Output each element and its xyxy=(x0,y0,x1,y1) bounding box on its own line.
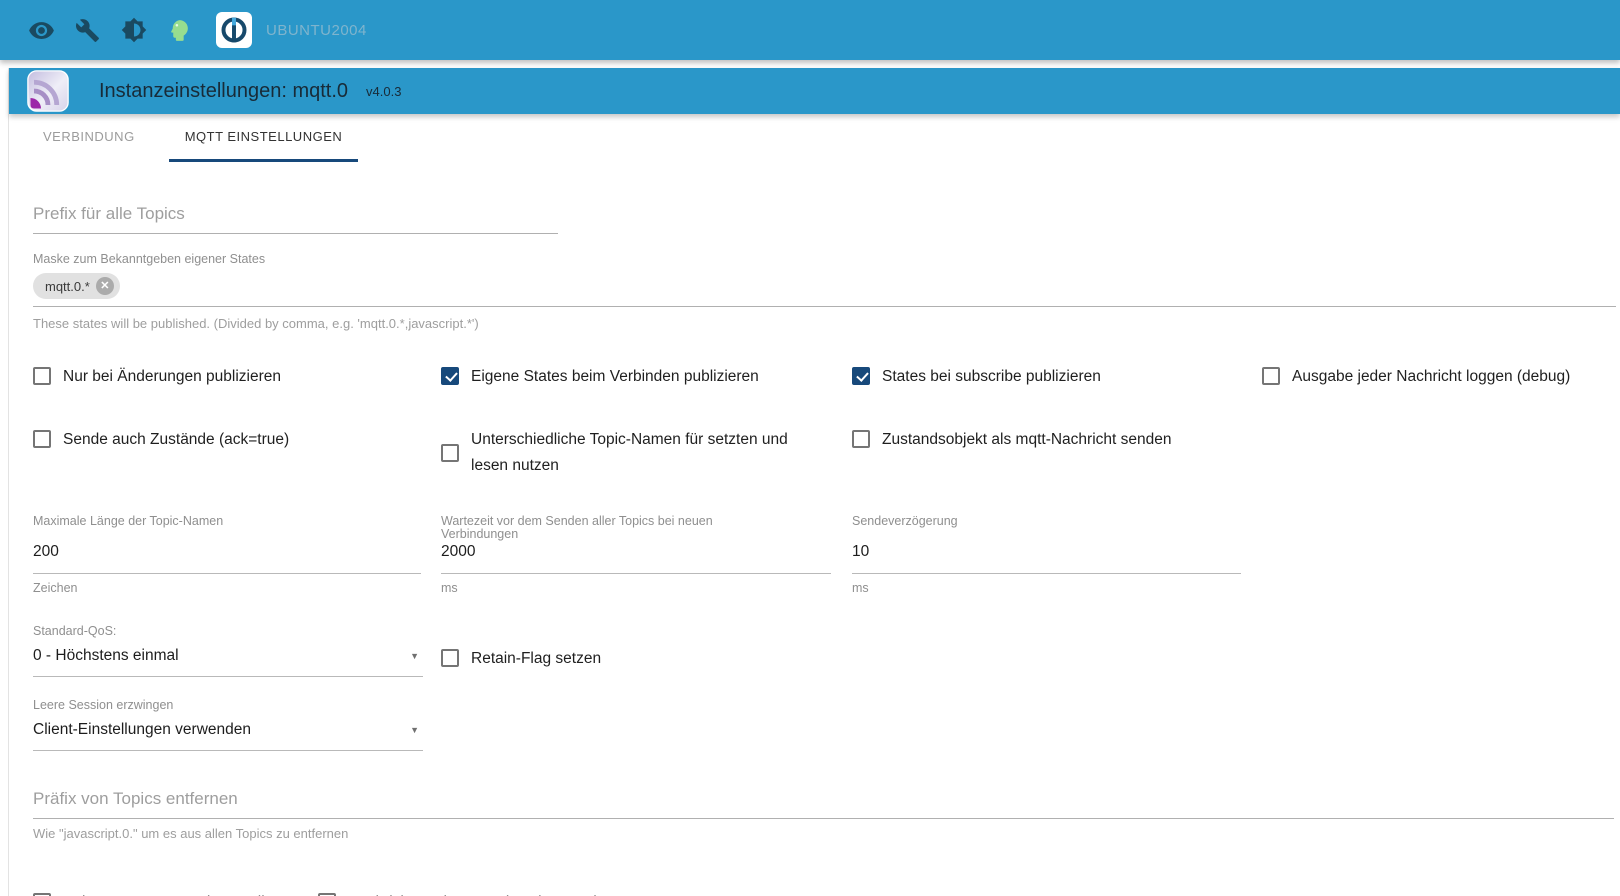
tab-verbindung[interactable]: VERBINDUNG xyxy=(43,129,135,144)
bottom-checkbox-row-1: Keine neuen Zustände erstellen Nachricht… xyxy=(33,890,1620,896)
field-unit: Zeichen xyxy=(33,581,78,595)
max-topic-length-field: Maximale Länge der Topic-Namen Zeichen xyxy=(33,515,441,595)
inputs-row: Maximale Länge der Topic-Namen Zeichen W… xyxy=(33,515,1620,595)
dialog-title: Instanzeinstellungen: mqtt.0 xyxy=(99,79,349,102)
checkbox-box[interactable] xyxy=(1262,367,1280,385)
checkbox-retain-flag[interactable]: Retain-Flag setzen xyxy=(441,646,852,672)
brightness-icon[interactable] xyxy=(120,17,147,44)
dialog-header: Instanzeinstellungen: mqtt.0 v4.0.3 xyxy=(9,68,1620,114)
checkbox-box[interactable] xyxy=(441,444,459,462)
checkbox-box[interactable] xyxy=(317,893,336,896)
qos-row: Standard-QoS: 0 - Höchstens einmal ▼ Ret… xyxy=(33,625,1620,677)
mqtt-adapter-icon xyxy=(27,70,69,112)
wrench-icon[interactable] xyxy=(74,17,101,44)
checkbox-publish-own-on-connect[interactable]: Eigene States beim Verbinden publizieren xyxy=(441,364,852,390)
clean-session-select[interactable]: Leere Session erzwingen Client-Einstellu… xyxy=(33,699,423,751)
hostname-label: UBUNTU2004 xyxy=(266,21,367,39)
checkbox-label: Sende auch Zustände (ack=true) xyxy=(63,431,290,448)
iobroker-logo[interactable] xyxy=(216,12,252,48)
select-label: Standard-QoS: xyxy=(33,624,117,638)
dialog-version: v4.0.3 xyxy=(366,83,402,99)
checkbox-label: Retain-Flag setzen xyxy=(471,650,602,667)
settings-form: Maske zum Bekanntgeben eigener States mq… xyxy=(9,204,1620,896)
checkbox-label: Ausgabe jeder Nachricht loggen (debug) xyxy=(1292,368,1571,385)
checkbox-label: Keine neuen Zustände erstellen xyxy=(63,890,282,896)
checkbox-box[interactable] xyxy=(33,893,51,896)
mask-label: Maske zum Bekanntgeben eigener States xyxy=(33,252,266,266)
field-unit: ms xyxy=(852,581,869,595)
checkbox-label: Nur bei Änderungen publizieren xyxy=(63,368,282,385)
checkbox-state-object-as-message[interactable]: Zustandsobjekt als mqtt-Nachricht senden xyxy=(852,427,1262,479)
checkbox-label: States bei subscribe publizieren xyxy=(882,368,1101,385)
checkbox-debug-log[interactable]: Ausgabe jeder Nachricht loggen (debug) xyxy=(1262,364,1620,390)
remove-prefix-helper: Wie "javascript.0." um es aus allen Topi… xyxy=(33,826,349,841)
send-delay-input[interactable] xyxy=(852,543,1241,574)
mask-chip[interactable]: mqtt.0.* ✕ xyxy=(33,273,120,299)
field-unit: ms xyxy=(441,581,458,595)
tab-mqtt-einstellungen[interactable]: MQTT EINSTELLUNGEN xyxy=(168,114,359,162)
checkbox-only-changes[interactable]: Nur bei Änderungen publizieren xyxy=(33,364,441,390)
prefix-field-section xyxy=(33,204,1620,234)
field-label: Wartezeit vor dem Senden aller Topics be… xyxy=(441,514,713,541)
checkbox-box[interactable] xyxy=(33,367,51,385)
prefix-input[interactable] xyxy=(33,204,558,234)
checkbox-box[interactable] xyxy=(852,430,870,448)
chip-delete-icon[interactable]: ✕ xyxy=(95,277,114,295)
checkbox-box[interactable] xyxy=(441,649,459,667)
instance-settings-dialog: Instanzeinstellungen: mqtt.0 v4.0.3 VERB… xyxy=(8,68,1620,896)
field-label: Maximale Länge der Topic-Namen xyxy=(33,514,224,528)
session-row: Leere Session erzwingen Client-Einstellu… xyxy=(33,699,1620,751)
checkbox-label: Eigene States beim Verbinden publizieren xyxy=(471,368,759,385)
app-bar: UBUNTU2004 xyxy=(0,0,1620,60)
chevron-down-icon: ▼ xyxy=(410,725,419,735)
clean-session-selected-value: Client-Einstellungen verwenden xyxy=(33,721,251,738)
mask-field-section: Maske zum Bekanntgeben eigener States mq… xyxy=(33,253,1620,331)
mask-helper: These states will be published. (Divided… xyxy=(33,316,479,331)
eye-icon[interactable] xyxy=(28,17,55,44)
head-icon[interactable] xyxy=(166,17,193,44)
checkbox-box[interactable] xyxy=(852,367,870,385)
max-topic-length-input[interactable] xyxy=(33,543,421,574)
mask-chip-text: mqtt.0.* xyxy=(45,278,90,294)
checkbox-send-ack[interactable]: Sende auch Zustände (ack=true) xyxy=(33,427,441,479)
send-wait-field: Wartezeit vor dem Senden aller Topics be… xyxy=(441,515,852,595)
remove-prefix-section: Wie "javascript.0." um es aus allen Topi… xyxy=(33,789,1620,841)
checkbox-send-without-retain[interactable]: Nachrichten ohne "retain"-Flag senden xyxy=(317,890,614,896)
mask-chip-input[interactable]: mqtt.0.* ✕ xyxy=(33,273,1616,307)
checkbox-no-new-states[interactable]: Keine neuen Zustände erstellen xyxy=(33,890,282,896)
checkbox-different-topic-names[interactable]: Unterschiedliche Topic-Namen für setzten… xyxy=(441,427,852,479)
checkbox-row-1: Nur bei Änderungen publizieren Eigene St… xyxy=(33,364,1620,390)
select-label: Leere Session erzwingen xyxy=(33,698,174,712)
send-wait-input[interactable] xyxy=(441,543,831,574)
chevron-down-icon: ▼ xyxy=(410,651,419,661)
qos-select[interactable]: Standard-QoS: 0 - Höchstens einmal ▼ xyxy=(33,625,423,677)
checkbox-row-2: Sende auch Zustände (ack=true) Unterschi… xyxy=(33,427,1620,479)
remove-prefix-input[interactable] xyxy=(33,789,1614,819)
checkbox-publish-on-subscribe[interactable]: States bei subscribe publizieren xyxy=(852,364,1262,390)
field-label: Sendeverzögerung xyxy=(852,514,958,528)
checkbox-box[interactable] xyxy=(441,367,459,385)
checkbox-label: Zustandsobjekt als mqtt-Nachricht senden xyxy=(882,431,1172,448)
send-delay-field: Sendeverzögerung ms xyxy=(852,515,1262,595)
checkbox-label: Unterschiedliche Topic-Namen für setzten… xyxy=(471,431,788,474)
tab-bar: VERBINDUNG MQTT EINSTELLUNGEN xyxy=(9,114,1620,162)
qos-selected-value: 0 - Höchstens einmal xyxy=(33,647,179,664)
checkbox-box[interactable] xyxy=(33,430,51,448)
checkbox-label: Nachrichten ohne "retain"-Flag senden xyxy=(348,890,614,896)
